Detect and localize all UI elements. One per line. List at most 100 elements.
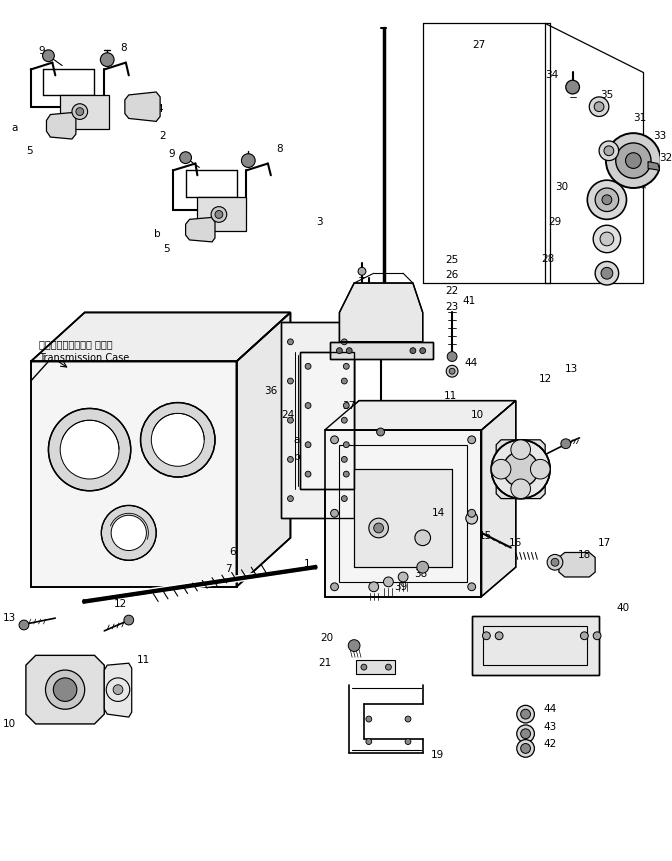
Circle shape bbox=[305, 403, 311, 408]
Circle shape bbox=[405, 716, 411, 722]
Text: 19: 19 bbox=[431, 750, 444, 760]
Circle shape bbox=[111, 515, 146, 550]
Polygon shape bbox=[237, 313, 290, 587]
Polygon shape bbox=[104, 663, 132, 717]
Text: 13: 13 bbox=[3, 613, 16, 623]
Circle shape bbox=[331, 583, 339, 591]
Text: 4: 4 bbox=[156, 103, 163, 114]
Circle shape bbox=[594, 102, 604, 112]
Circle shape bbox=[358, 268, 366, 276]
Bar bbox=[354, 469, 452, 567]
Circle shape bbox=[19, 620, 29, 630]
Circle shape bbox=[595, 188, 619, 212]
Circle shape bbox=[341, 378, 347, 384]
Text: 37: 37 bbox=[342, 400, 355, 411]
Circle shape bbox=[517, 740, 534, 758]
Text: 34: 34 bbox=[546, 71, 559, 80]
Text: 25: 25 bbox=[446, 255, 458, 264]
Circle shape bbox=[616, 143, 651, 178]
Circle shape bbox=[468, 583, 476, 591]
Circle shape bbox=[331, 436, 339, 443]
Polygon shape bbox=[185, 217, 215, 242]
Text: a: a bbox=[294, 435, 300, 445]
Text: 39: 39 bbox=[394, 582, 407, 592]
Text: 10: 10 bbox=[3, 719, 16, 729]
Bar bbox=[472, 616, 599, 675]
Text: 33: 33 bbox=[653, 131, 666, 141]
Text: 3: 3 bbox=[316, 217, 323, 227]
Text: 13: 13 bbox=[564, 364, 578, 375]
Circle shape bbox=[369, 582, 378, 592]
Text: 30: 30 bbox=[556, 182, 569, 192]
Text: 14: 14 bbox=[432, 508, 446, 518]
Circle shape bbox=[561, 439, 571, 449]
Circle shape bbox=[517, 725, 534, 742]
Circle shape bbox=[417, 561, 429, 573]
Bar bbox=[281, 322, 354, 518]
Text: 29: 29 bbox=[548, 217, 562, 227]
Bar bbox=[325, 430, 482, 597]
Circle shape bbox=[124, 616, 134, 625]
Text: 8: 8 bbox=[277, 144, 284, 154]
Circle shape bbox=[151, 413, 204, 467]
Bar bbox=[281, 322, 354, 518]
Circle shape bbox=[551, 559, 559, 567]
Circle shape bbox=[604, 146, 614, 156]
Polygon shape bbox=[648, 162, 660, 170]
Bar bbox=[60, 95, 109, 129]
Text: 36: 36 bbox=[265, 386, 278, 396]
Text: 17: 17 bbox=[598, 537, 612, 548]
Text: 32: 32 bbox=[659, 152, 672, 163]
Circle shape bbox=[415, 530, 431, 546]
Polygon shape bbox=[26, 655, 104, 724]
Text: 22: 22 bbox=[446, 286, 458, 296]
Circle shape bbox=[369, 518, 388, 538]
Circle shape bbox=[377, 428, 384, 436]
Circle shape bbox=[101, 505, 156, 561]
Circle shape bbox=[100, 53, 114, 66]
Text: 44: 44 bbox=[465, 358, 478, 369]
Circle shape bbox=[288, 456, 294, 462]
Circle shape bbox=[593, 632, 601, 640]
Bar bbox=[31, 362, 237, 587]
Circle shape bbox=[521, 729, 530, 739]
Text: 2: 2 bbox=[159, 131, 166, 141]
Circle shape bbox=[468, 510, 476, 517]
Circle shape bbox=[511, 440, 530, 460]
Circle shape bbox=[341, 418, 347, 423]
Circle shape bbox=[53, 678, 77, 702]
Bar bbox=[356, 660, 395, 674]
Text: 5: 5 bbox=[26, 146, 33, 156]
Circle shape bbox=[48, 408, 131, 491]
Text: 44: 44 bbox=[543, 704, 556, 715]
Text: 6: 6 bbox=[230, 548, 237, 557]
Circle shape bbox=[42, 50, 54, 62]
Bar bbox=[354, 469, 452, 567]
Circle shape bbox=[530, 460, 550, 479]
Circle shape bbox=[405, 739, 411, 745]
Circle shape bbox=[587, 180, 626, 220]
Circle shape bbox=[601, 268, 613, 279]
Polygon shape bbox=[31, 313, 290, 362]
Circle shape bbox=[331, 510, 339, 517]
Circle shape bbox=[517, 705, 534, 723]
Polygon shape bbox=[125, 92, 160, 121]
Circle shape bbox=[343, 471, 349, 477]
Circle shape bbox=[384, 577, 393, 587]
Circle shape bbox=[626, 152, 641, 169]
Circle shape bbox=[446, 365, 458, 377]
Text: 1: 1 bbox=[304, 560, 310, 569]
Circle shape bbox=[211, 207, 226, 222]
Text: a: a bbox=[11, 123, 18, 133]
Text: 10: 10 bbox=[470, 411, 484, 420]
Circle shape bbox=[76, 108, 84, 115]
Circle shape bbox=[348, 640, 360, 652]
Circle shape bbox=[46, 670, 85, 709]
Text: 9: 9 bbox=[168, 149, 175, 158]
Text: 27: 27 bbox=[472, 40, 486, 50]
Circle shape bbox=[343, 403, 349, 408]
Text: 24: 24 bbox=[281, 411, 294, 420]
Circle shape bbox=[511, 479, 530, 499]
Circle shape bbox=[361, 664, 367, 670]
Circle shape bbox=[305, 363, 311, 369]
